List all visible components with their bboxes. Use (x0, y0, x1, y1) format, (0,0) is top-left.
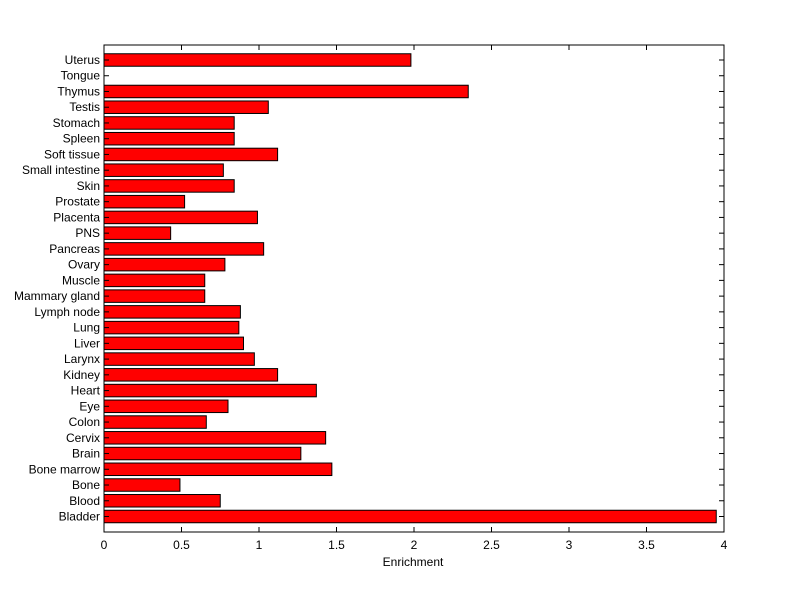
bar-colon (103, 415, 207, 429)
bar-testis (103, 100, 269, 114)
y-tick-label: Bone (72, 478, 100, 492)
x-tick-label: 4 (721, 538, 728, 552)
bar-muscle (103, 273, 206, 288)
y-tick-label: Eye (79, 399, 100, 413)
bar-stomach (103, 116, 235, 130)
y-tick-label: Prostate (55, 195, 100, 209)
x-tick-label: 0.5 (173, 538, 190, 552)
bar-uterus (103, 53, 412, 67)
y-tick-label: PNS (75, 226, 100, 240)
y-tick-label: Pancreas (49, 242, 100, 256)
bar-bladder (103, 509, 717, 524)
bar-ovary (103, 257, 226, 272)
bar-kidney (103, 368, 279, 382)
bar-lung (103, 320, 240, 335)
bar-brain (103, 446, 302, 461)
bar-cervix (103, 431, 327, 445)
bar-spleen (103, 131, 235, 146)
bar-heart (103, 383, 317, 398)
ticks-layer (103, 45, 725, 532)
bar-lymph-node (103, 305, 241, 319)
bar-mammary-gland (103, 289, 206, 303)
y-tick-label: Tongue (61, 69, 101, 83)
bar-liver (103, 336, 244, 351)
y-tick-label: Testis (69, 100, 100, 114)
y-tick-label: Spleen (63, 132, 100, 146)
y-tick-label: Muscle (62, 273, 100, 287)
y-tick-label: Kidney (63, 368, 100, 382)
y-tick-label: Mammary gland (14, 289, 100, 303)
x-tick-label: 2 (411, 538, 418, 552)
y-tick-label: Small intestine (22, 163, 100, 177)
y-tick-label: Skin (77, 179, 100, 193)
y-tick-label: Thymus (57, 84, 100, 98)
y-tick-label: Lung (73, 321, 100, 335)
bar-eye (103, 399, 229, 414)
bar-bone-marrow (103, 462, 333, 477)
x-tick-label: 1 (256, 538, 263, 552)
bar-prostate (103, 194, 186, 209)
y-tick-label: Colon (69, 415, 100, 429)
x-tick-label: 3 (566, 538, 573, 552)
bar-small-intestine (103, 163, 224, 177)
y-tick-label: Uterus (65, 53, 100, 67)
bar-larynx (103, 352, 255, 366)
y-tick-label: Cervix (66, 431, 100, 445)
bar-blood (103, 494, 221, 508)
y-tick-label: Blood (69, 494, 100, 508)
x-tick-label: 0 (101, 538, 108, 552)
x-tick-label: 1.5 (328, 538, 345, 552)
bar-skin (103, 179, 235, 193)
y-tick-label: Larynx (64, 352, 100, 366)
y-tick-label: Placenta (53, 210, 100, 224)
bar-soft-tissue (103, 147, 279, 162)
y-tick-label: Liver (74, 336, 100, 350)
bars-layer (103, 53, 717, 524)
y-tick-label: Stomach (53, 116, 100, 130)
y-tick-label: Soft tissue (44, 147, 100, 161)
y-tick-label: Bone marrow (29, 462, 101, 476)
bar-placenta (103, 210, 258, 225)
y-tick-label: Brain (72, 447, 100, 461)
y-tick-label: Bladder (59, 510, 100, 524)
bar-thymus (103, 84, 469, 99)
y-tick-label: Ovary (68, 258, 100, 272)
bar-pns (103, 226, 172, 240)
x-tick-label: 2.5 (483, 538, 500, 552)
y-tick-label: Heart (71, 384, 101, 398)
y-tick-label: Lymph node (34, 305, 100, 319)
x-axis-title: Enrichment (383, 555, 444, 569)
bar-pancreas (103, 242, 265, 256)
bar-bone (103, 478, 181, 492)
x-tick-label: 3.5 (638, 538, 655, 552)
